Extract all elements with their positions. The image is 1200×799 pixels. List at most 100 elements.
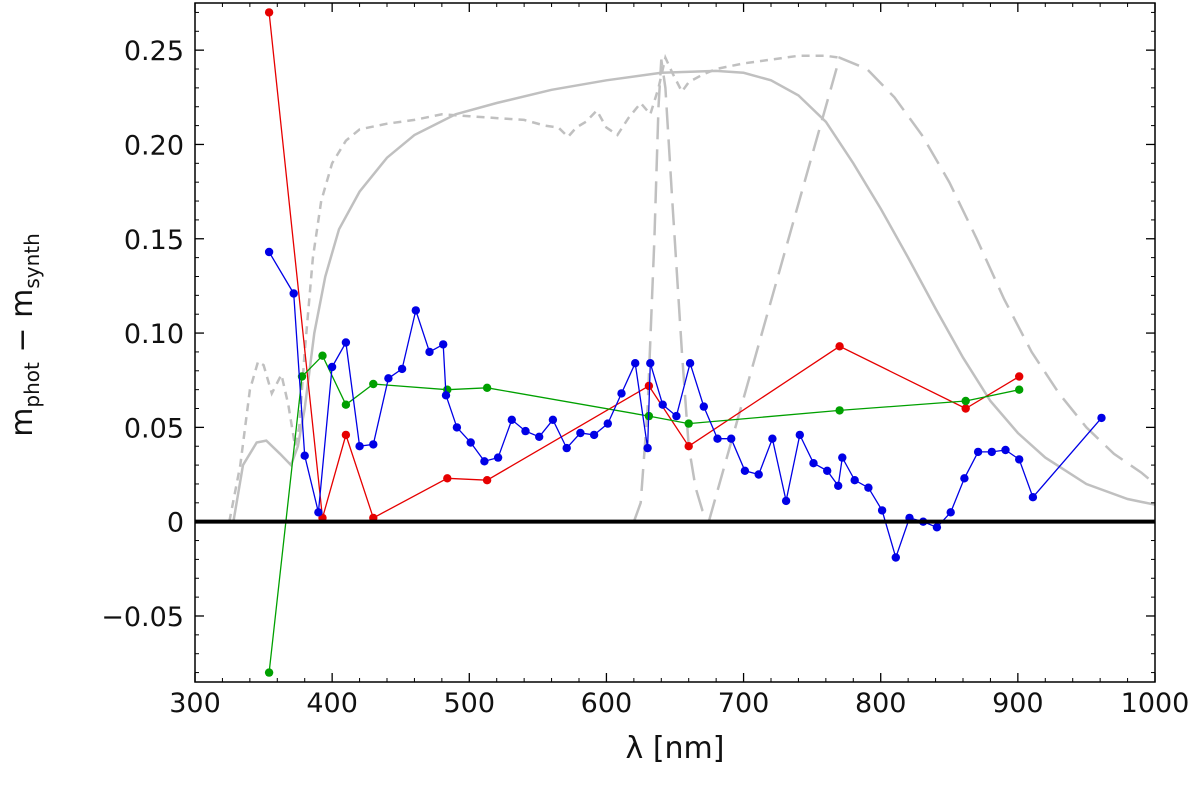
blue-point (834, 481, 843, 490)
x-tick-label: 1000 (1121, 688, 1190, 719)
y-label-sub1: phot (20, 362, 44, 408)
blue-point (781, 496, 791, 506)
blue-point (264, 247, 274, 257)
blue-point (740, 466, 750, 475)
blue-point (439, 340, 448, 349)
blue-point (425, 347, 434, 357)
blue-point (617, 389, 626, 398)
blue-point (576, 428, 585, 438)
blue-point (314, 508, 323, 517)
x-axis-label: λ [nm] (626, 731, 725, 766)
red-point (341, 430, 351, 440)
filter-dashed-short-line (228, 53, 840, 522)
green-point (264, 668, 274, 677)
blue-point (493, 453, 503, 462)
x-tick-label: 800 (855, 688, 907, 719)
blue-point (562, 443, 571, 453)
blue-point (713, 434, 722, 443)
blue-point (850, 476, 859, 485)
blue-point (646, 359, 655, 368)
green-point (835, 406, 844, 415)
blue-point (327, 362, 337, 372)
red-point (1015, 372, 1024, 381)
y-label-sub2: synth (20, 233, 44, 288)
blue-point (521, 426, 530, 436)
blue-point (507, 415, 516, 424)
blue-point (727, 434, 736, 443)
blue-point (973, 447, 983, 457)
blue-point (877, 506, 887, 515)
blue-point (932, 523, 942, 532)
blue-point (355, 442, 364, 451)
y-tick-label: 0.15 (124, 225, 184, 256)
blue-point (1001, 445, 1010, 455)
y-label-base2: m (5, 289, 40, 318)
x-tick-label: 600 (581, 688, 633, 719)
y-tick-label: 0 (167, 508, 184, 539)
blue-point (838, 453, 847, 462)
red-point (961, 404, 970, 413)
x-tick-label: 500 (444, 688, 496, 719)
blue-point (535, 432, 544, 441)
red-point (644, 381, 654, 391)
blue-point (411, 306, 420, 315)
x-tick-label: 300 (169, 688, 221, 719)
blue-point (754, 470, 763, 479)
blue-point (699, 402, 708, 411)
blue-point (603, 419, 612, 428)
blue-point (685, 359, 695, 368)
blue-point (960, 474, 969, 483)
blue-point (589, 430, 599, 440)
y-tick-label: 0.10 (124, 319, 184, 350)
filter-dashed-long-line (632, 56, 1156, 523)
blue-point (631, 359, 640, 368)
red-point (443, 474, 452, 483)
green-point (318, 351, 327, 360)
x-tick-label: 900 (992, 688, 1044, 719)
blue-point (891, 553, 900, 562)
blue-point (809, 459, 818, 468)
blue-point (1028, 493, 1038, 502)
blue-point (864, 483, 873, 492)
filter-solid-line (232, 69, 1156, 522)
blue-point (548, 415, 558, 424)
blue-point (1097, 413, 1106, 423)
blue-point (466, 438, 475, 447)
y-tick-label: −0.05 (101, 602, 184, 633)
blue-point (795, 430, 804, 440)
blue-point (289, 289, 298, 298)
green-point (369, 379, 378, 389)
green-point (341, 400, 351, 409)
green-point (961, 396, 970, 406)
green-point (1015, 385, 1024, 394)
tick-labels: 300 400 500 600 700 800 900 1000 −0.05 0 0.05 0.10 0… (101, 36, 1189, 719)
blue-point (300, 451, 309, 460)
blue-point (1015, 455, 1024, 464)
green-series-line (268, 354, 1020, 673)
blue-point (397, 364, 407, 374)
plot-frame (194, 2, 1156, 683)
green-point (482, 383, 492, 392)
x-tick-label: 400 (306, 688, 358, 719)
blue-point (946, 508, 955, 517)
y-label-base1: m (5, 408, 40, 437)
blue-point (658, 400, 667, 409)
blue-point (643, 443, 652, 453)
blue-point (987, 447, 996, 457)
blue-point (341, 338, 351, 347)
green-point (684, 419, 693, 428)
red-point (264, 8, 274, 17)
blue-point (823, 466, 832, 475)
y-tick-label: 0.25 (124, 36, 184, 67)
blue-point (384, 374, 393, 383)
blue-point (768, 434, 777, 443)
y-label-minus: − (5, 318, 40, 362)
y-tick-label: 0.05 (124, 413, 184, 444)
y-axis-label: mphot − msynth (5, 233, 44, 437)
x-tick-label: 700 (718, 688, 770, 719)
data-series (264, 8, 1106, 677)
blue-point (480, 457, 489, 466)
blue-point (369, 440, 378, 449)
red-point (835, 342, 844, 351)
